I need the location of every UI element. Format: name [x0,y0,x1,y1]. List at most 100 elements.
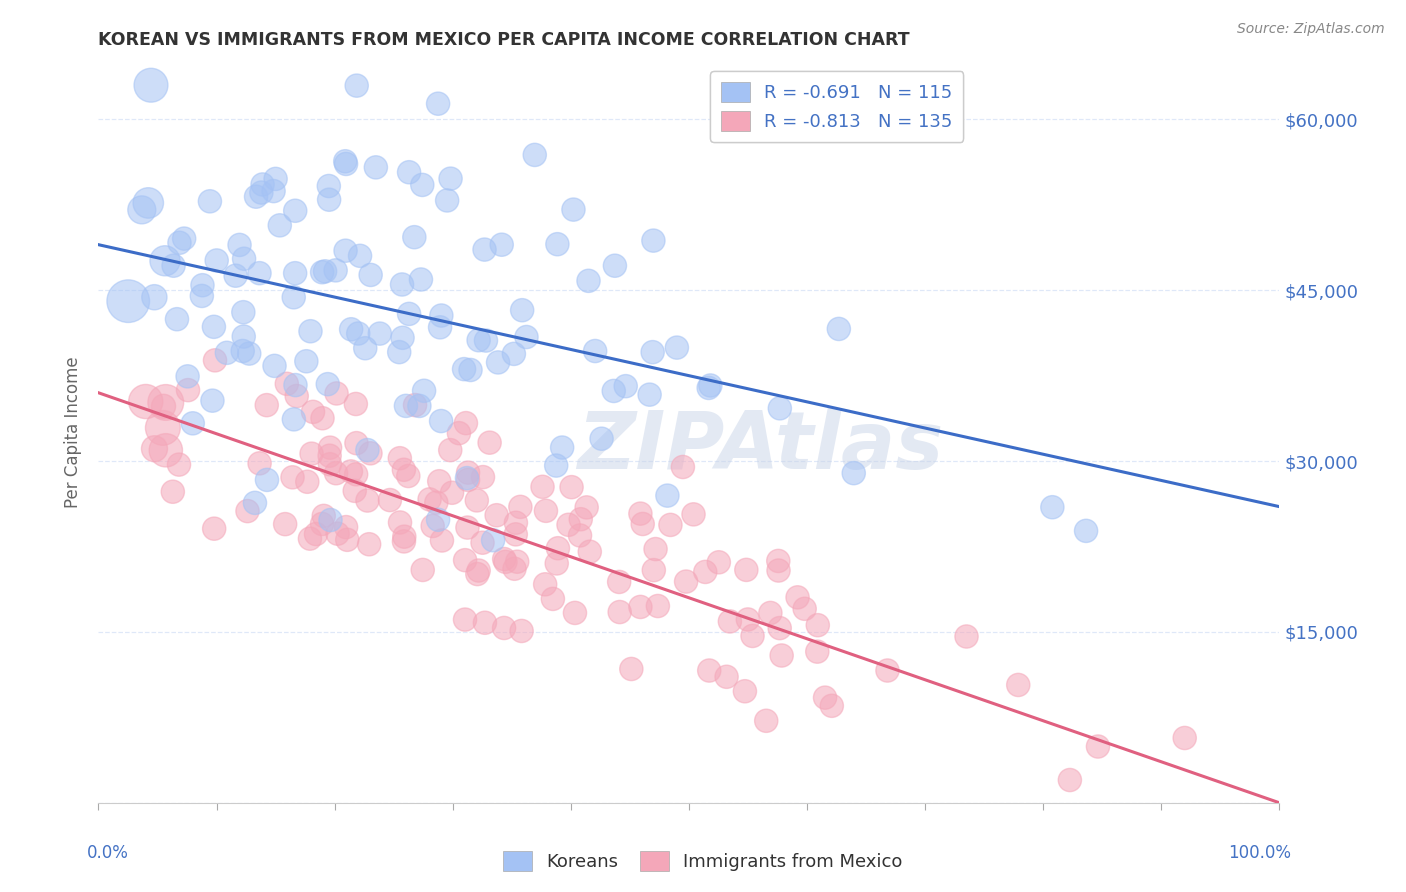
Point [204,353,226,368]
Point [644,542,666,557]
Point [471,535,494,549]
Point [575,500,598,515]
Point [225,268,247,283]
Point [215,346,238,360]
Point [404,230,426,244]
Point [793,601,815,615]
Point [176,369,198,384]
Point [236,504,259,518]
Point [264,172,287,186]
Point [494,552,516,566]
Point [828,322,851,336]
Point [395,399,418,413]
Point [770,648,793,663]
Point [409,272,432,286]
Point [155,443,177,458]
Point [482,533,505,548]
Point [166,312,188,326]
Point [643,234,665,248]
Point [453,362,475,376]
Point [408,399,430,413]
Point [250,186,273,200]
Point [474,243,496,257]
Point [475,334,498,348]
Point [311,516,333,531]
Point [768,564,790,578]
Point [162,484,184,499]
Point [430,533,453,548]
Point [335,157,357,171]
Point [284,266,307,280]
Point [716,670,738,684]
Point [1087,739,1109,754]
Point [620,662,643,676]
Point [316,377,339,392]
Point [647,599,669,613]
Point [238,346,260,360]
Point [281,470,304,484]
Point [297,475,319,489]
Text: 100.0%: 100.0% [1229,844,1291,862]
Point [456,520,478,534]
Point [583,344,606,359]
Point [737,612,759,626]
Point [759,606,782,620]
Point [198,194,221,209]
Point [467,564,489,578]
Point [319,457,342,471]
Point [325,386,347,401]
Point [430,414,453,428]
Y-axis label: Per Capita Income: Per Capita Income [65,357,83,508]
Point [578,274,600,288]
Point [628,507,651,521]
Point [181,417,204,431]
Point [755,714,778,728]
Point [672,460,695,475]
Point [319,513,342,527]
Point [202,522,225,536]
Point [699,378,721,392]
Point [263,184,285,198]
Point [472,470,495,484]
Point [697,381,720,395]
Point [232,305,254,319]
Point [551,441,574,455]
Point [564,606,586,620]
Point [807,618,830,632]
Point [486,355,509,369]
Point [404,398,426,412]
Point [233,252,256,266]
Point [143,290,166,304]
Point [131,202,153,217]
Point [302,405,325,419]
Point [842,466,865,480]
Point [135,394,157,409]
Point [347,326,370,341]
Point [364,161,387,175]
Point [318,193,340,207]
Point [457,466,479,480]
Point [344,467,367,482]
Point [318,449,340,463]
Point [398,307,420,321]
Point [631,516,654,531]
Point [735,563,758,577]
Point [269,219,291,233]
Point [412,563,434,577]
Point [603,259,626,273]
Point [326,526,349,541]
Point [436,194,458,208]
Point [392,463,415,477]
Point [205,253,228,268]
Point [139,78,162,93]
Point [359,537,381,551]
Point [336,533,359,547]
Point [460,363,482,377]
Point [768,554,790,568]
Point [245,189,267,203]
Point [311,411,333,425]
Point [117,294,139,309]
Point [467,333,489,347]
Point [467,567,489,582]
Point [389,516,412,530]
